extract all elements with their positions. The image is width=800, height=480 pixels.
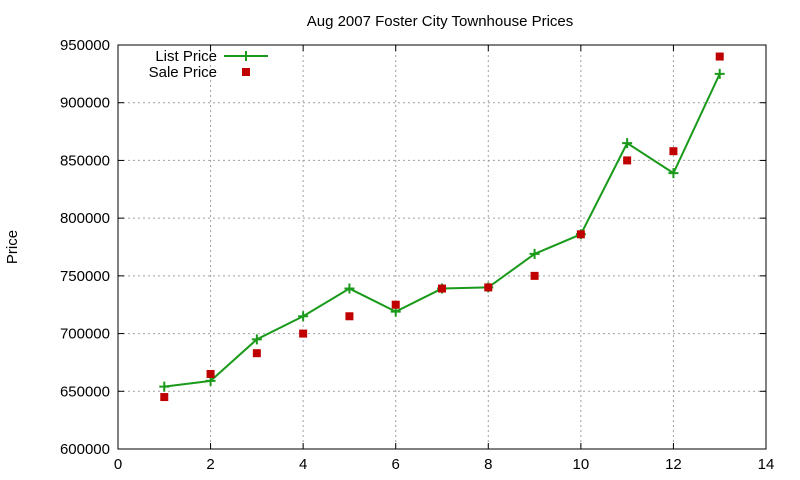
y-tick-label: 600000 [60, 441, 110, 458]
sale-price-point [438, 284, 446, 293]
x-tick-label: 2 [206, 456, 214, 473]
sale-price-point [160, 393, 169, 402]
list-price-point [529, 248, 540, 259]
list-price-point [298, 311, 309, 322]
series-1 [160, 52, 724, 402]
list-price-point [622, 138, 633, 149]
sale-price-point [345, 312, 354, 321]
y-tick-label: 750000 [60, 268, 110, 285]
y-axis-label: Price [4, 230, 21, 264]
list-price-point [668, 168, 679, 179]
x-tick-label: 8 [484, 456, 492, 473]
y-tick-label: 850000 [60, 152, 110, 169]
axes: 600000 650000 700000 750000 800000 850000 9000… [60, 37, 774, 473]
x-tick-label: 6 [392, 456, 400, 473]
list-price-point [714, 68, 725, 79]
y-tick-label: 900000 [60, 95, 110, 112]
legend-square-marker [242, 68, 250, 76]
list-price-point [159, 381, 170, 392]
y-tick-label: 800000 [60, 210, 110, 227]
sale-price-point [206, 369, 215, 378]
sale-price-point [576, 230, 585, 239]
series-0 [159, 68, 725, 392]
list-price-point [251, 334, 262, 345]
y-tick-label: 950000 [60, 37, 110, 54]
x-tick-label: 12 [665, 456, 682, 473]
x-tick-label: 14 [758, 456, 775, 473]
sale-price-point [715, 52, 724, 61]
y-tick-label: 700000 [60, 326, 110, 343]
sale-price-point [669, 147, 678, 156]
sale-price-point [252, 349, 261, 358]
sale-price-point [484, 283, 493, 292]
list-price-point [344, 283, 355, 294]
x-tick-label: 4 [299, 456, 307, 473]
sale-price-point [299, 329, 308, 338]
series [159, 52, 725, 402]
legend-plus-marker [241, 51, 251, 61]
x-tick-label: 0 [114, 456, 122, 473]
sale-price-point [391, 300, 400, 309]
list-price-line [164, 73, 721, 388]
sale-price-point [623, 156, 632, 165]
legend-label: Sale Price [149, 64, 217, 81]
chart-title: Aug 2007 Foster City Townhouse Prices [307, 13, 574, 30]
plot-frame [117, 44, 767, 450]
y-tick-label: 650000 [60, 383, 110, 400]
legend-label: List Price [155, 48, 217, 65]
grid-lines [118, 45, 766, 449]
x-tick-label: 10 [573, 456, 590, 473]
sale-price-point [530, 271, 539, 280]
